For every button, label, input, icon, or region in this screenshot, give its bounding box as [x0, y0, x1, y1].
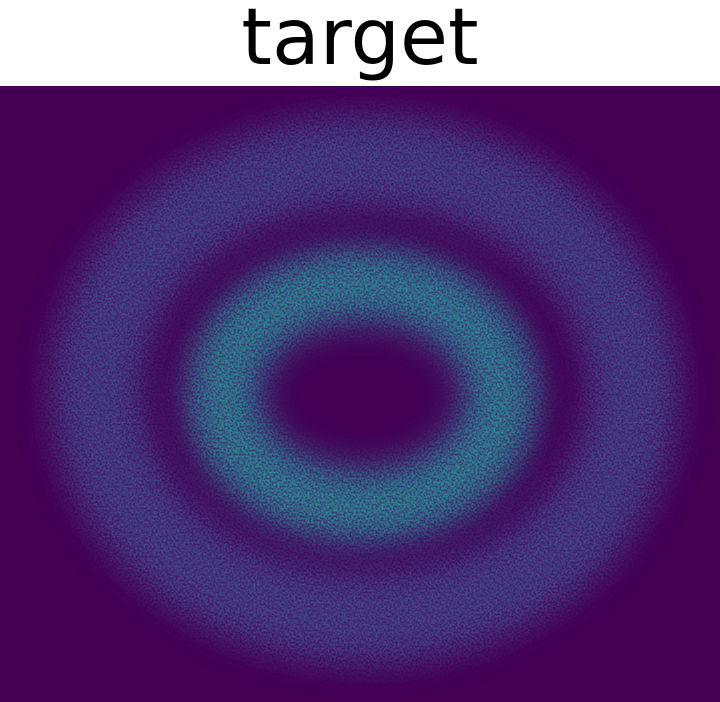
chart-title: target — [241, 0, 478, 83]
inner-ring-core — [207, 268, 517, 522]
plot-area — [0, 86, 720, 702]
outer-ring — [52, 117, 678, 663]
